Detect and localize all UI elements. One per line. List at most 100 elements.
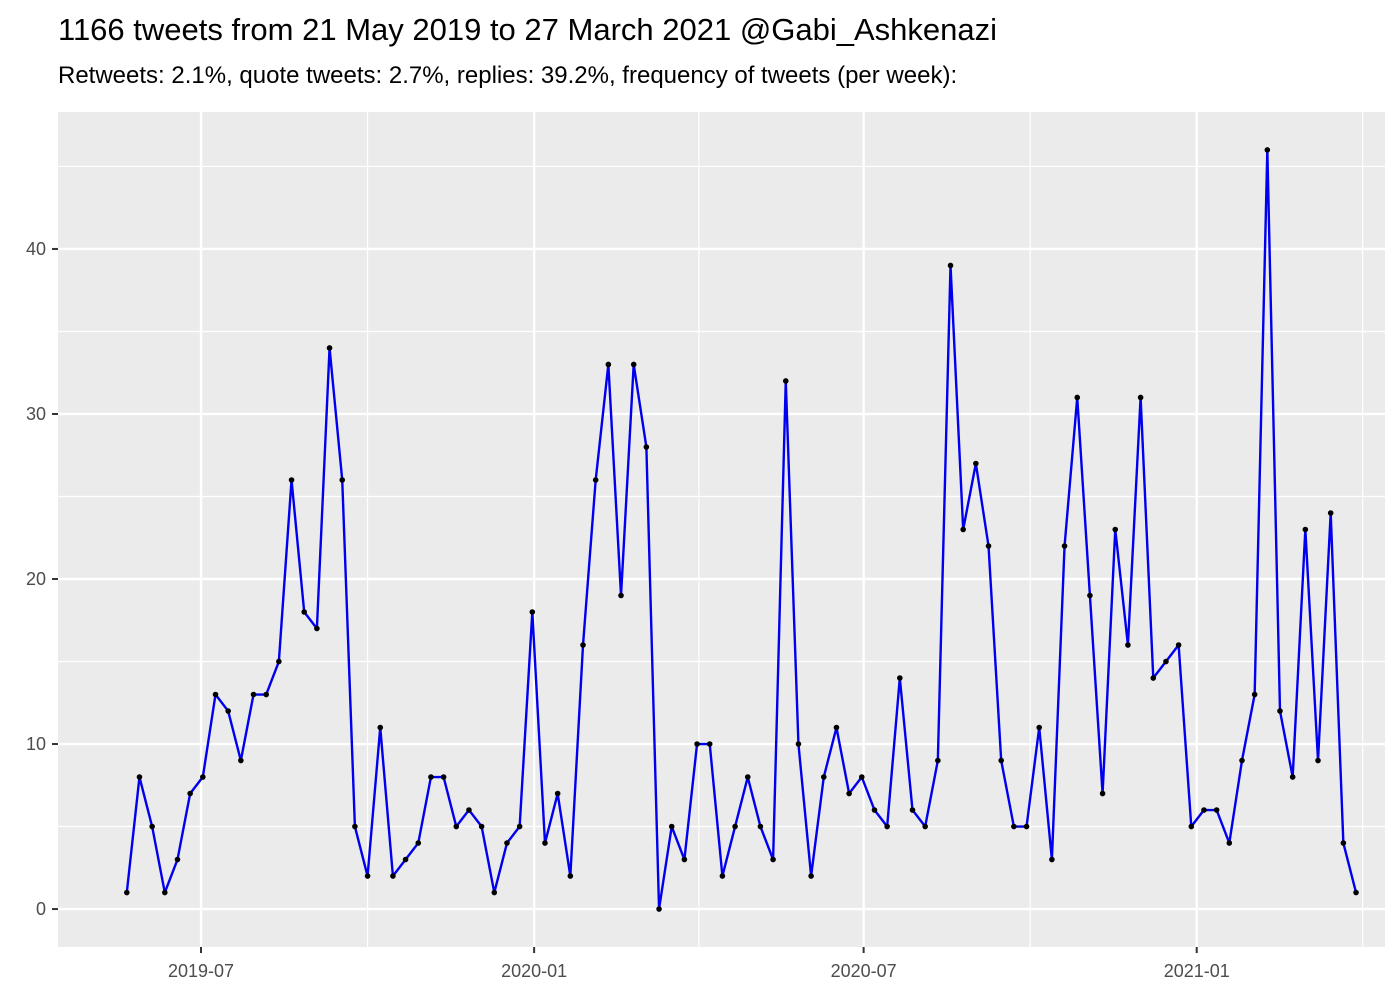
data-point — [947, 262, 954, 269]
data-point — [478, 823, 485, 830]
data-point — [973, 460, 979, 467]
data-point — [1277, 708, 1283, 714]
y-tick-label: 30 — [26, 404, 46, 424]
data-point — [960, 526, 966, 533]
data-point — [364, 873, 371, 879]
data-points — [123, 147, 1359, 912]
data-point — [554, 790, 561, 797]
data-point — [326, 345, 333, 351]
y-axis-labels: 0 10 20 30 40 — [26, 239, 46, 919]
data-point — [162, 889, 168, 896]
data-point — [833, 724, 840, 731]
data-point — [174, 856, 181, 863]
data-point — [1289, 774, 1296, 780]
minor-gridlines — [58, 112, 1385, 947]
data-point — [504, 840, 510, 846]
data-point — [276, 658, 282, 665]
data-point — [352, 823, 358, 830]
plot-panel — [58, 112, 1385, 947]
x-tick-label: 2020-01 — [501, 961, 567, 981]
data-point — [820, 774, 827, 780]
data-point — [390, 873, 396, 879]
data-point — [884, 823, 890, 830]
data-point — [706, 741, 713, 747]
data-point — [770, 856, 776, 863]
data-point — [1340, 840, 1347, 846]
tweet-frequency-series — [125, 148, 1358, 911]
x-axis-labels: 2019-07 2020-01 2020-07 2021-01 — [168, 961, 1230, 981]
data-point — [1264, 147, 1271, 153]
data-point — [897, 675, 903, 681]
data-point — [757, 823, 764, 830]
data-point — [238, 757, 244, 764]
data-point — [998, 757, 1005, 764]
data-point — [453, 823, 460, 830]
data-point — [1150, 675, 1157, 681]
data-point — [909, 807, 916, 813]
data-point — [402, 856, 409, 863]
data-point — [339, 477, 346, 483]
data-point — [314, 625, 320, 632]
chart-subtitle: Retweets: 2.1%, quote tweets: 2.7%, repl… — [58, 62, 958, 89]
data-point — [542, 840, 548, 846]
data-point — [859, 774, 865, 780]
data-point — [1011, 823, 1017, 830]
data-point — [744, 774, 751, 780]
data-point — [491, 889, 498, 896]
data-point — [808, 873, 814, 879]
data-point — [1137, 394, 1144, 401]
data-point — [1112, 526, 1119, 533]
data-point — [1099, 790, 1106, 797]
data-point — [1036, 724, 1043, 731]
data-point — [1188, 823, 1195, 830]
chart-title: 1166 tweets from 21 May 2019 to 27 March… — [58, 12, 998, 47]
y-tick-label: 10 — [26, 734, 46, 754]
data-point — [428, 774, 434, 780]
data-point — [681, 856, 688, 863]
data-point — [618, 592, 624, 599]
data-point — [1213, 807, 1220, 813]
data-point — [694, 741, 700, 747]
axis-ticks — [52, 247, 1198, 953]
data-point — [1353, 889, 1359, 896]
data-point — [668, 823, 675, 830]
data-point — [288, 477, 295, 483]
x-tick-label: 2021-01 — [1164, 961, 1230, 981]
data-point — [567, 873, 574, 879]
data-point — [643, 444, 650, 450]
data-point — [123, 889, 130, 896]
data-point — [1201, 807, 1207, 813]
data-point — [187, 790, 193, 797]
data-point — [377, 724, 384, 731]
data-point — [1125, 642, 1131, 648]
data-point — [592, 477, 599, 483]
x-tick-label: 2020-07 — [831, 961, 897, 981]
data-point — [795, 741, 802, 747]
x-tick-label: 2019-07 — [168, 961, 234, 981]
data-point — [250, 691, 257, 698]
data-point — [212, 691, 219, 698]
data-point — [263, 691, 269, 698]
data-point — [1327, 510, 1334, 516]
y-tick-label: 40 — [26, 239, 46, 259]
data-point — [732, 823, 738, 830]
data-point — [529, 609, 536, 615]
data-point — [1163, 658, 1169, 665]
data-point — [1302, 526, 1309, 533]
data-point — [922, 823, 928, 830]
data-point — [1087, 592, 1093, 599]
data-point — [440, 774, 447, 780]
data-point — [846, 790, 852, 797]
data-point — [719, 873, 726, 879]
data-point — [301, 609, 308, 615]
data-point — [985, 543, 992, 549]
data-point — [580, 642, 586, 648]
data-point — [1023, 823, 1030, 830]
data-point — [415, 840, 422, 846]
data-point — [1061, 543, 1068, 549]
data-point — [1251, 691, 1258, 698]
data-point — [1049, 856, 1055, 863]
data-point — [1315, 757, 1321, 764]
data-point — [225, 708, 231, 714]
